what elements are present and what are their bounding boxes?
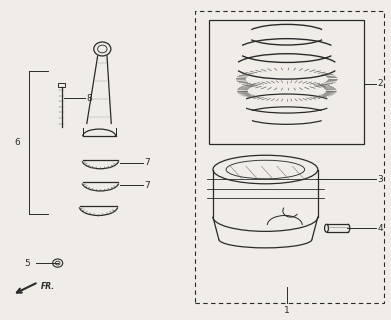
Text: 4: 4 [377, 224, 383, 233]
Text: 7: 7 [144, 158, 150, 167]
Bar [196, 11, 384, 303]
Text: FR.: FR. [41, 282, 55, 292]
Bar [209, 20, 364, 144]
Text: 1: 1 [284, 306, 290, 315]
Text: 7: 7 [144, 181, 150, 190]
Text: 6: 6 [14, 138, 20, 147]
Text: 2: 2 [377, 79, 383, 88]
Text: 3: 3 [377, 174, 383, 184]
Text: 5: 5 [25, 259, 30, 268]
Bar [59, 83, 65, 87]
Text: 8: 8 [86, 94, 92, 103]
